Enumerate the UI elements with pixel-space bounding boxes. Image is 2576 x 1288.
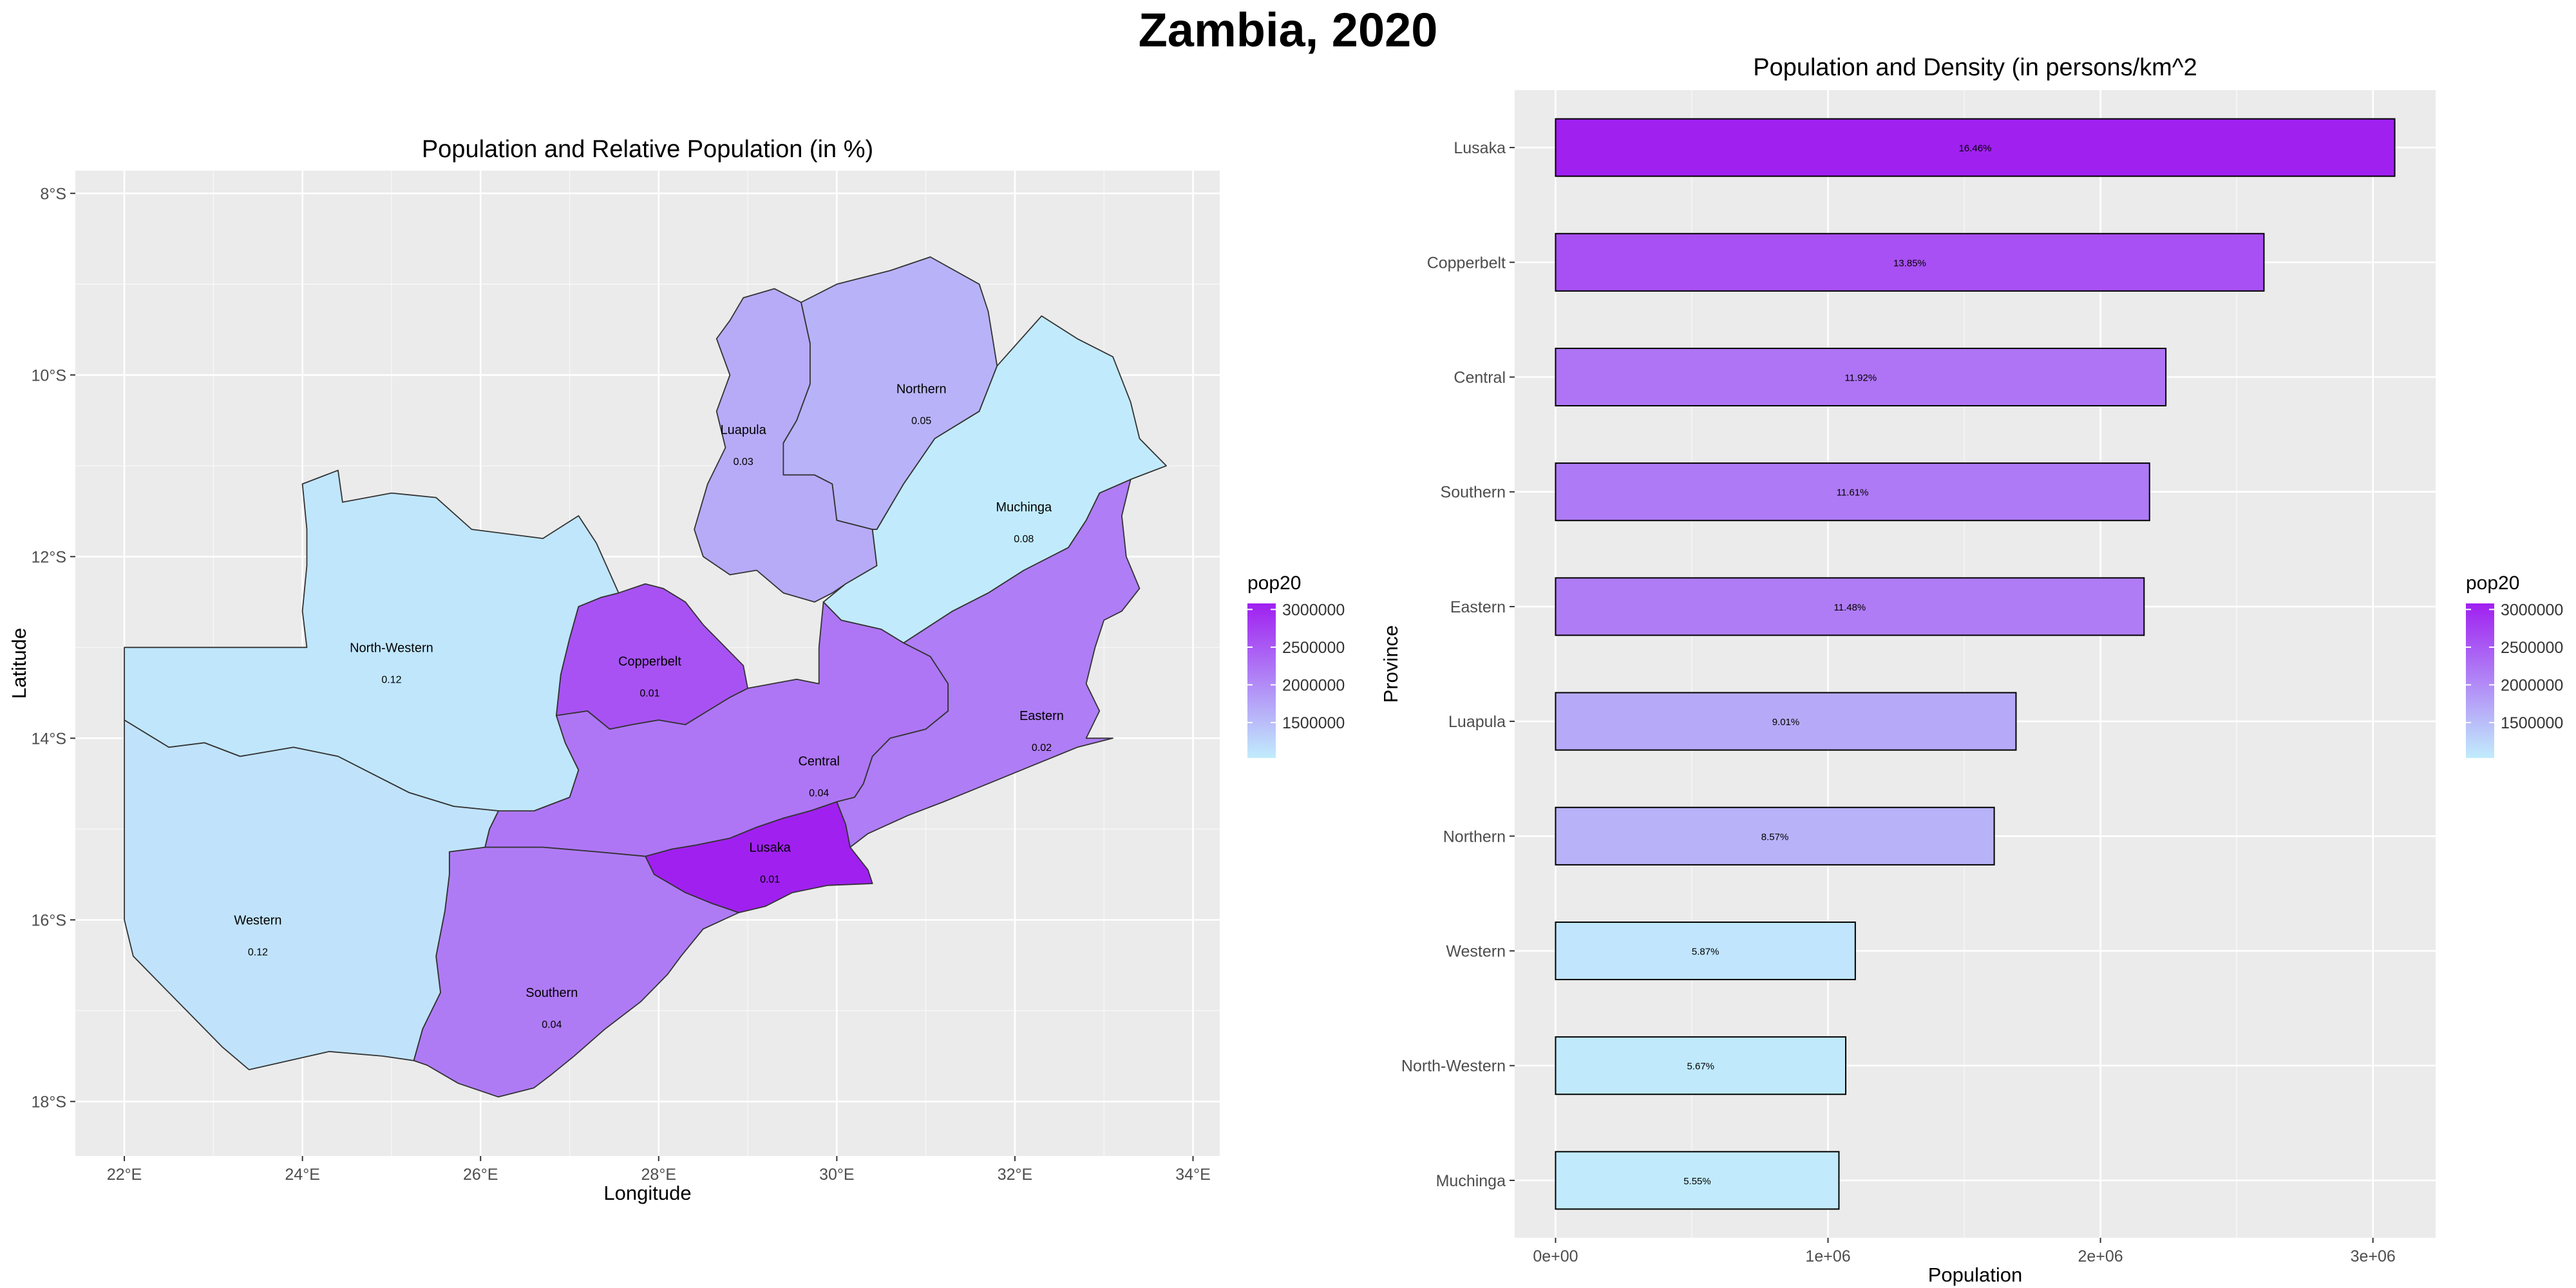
bar-title: Population and Density (in persons/km^2 <box>1753 54 2197 81</box>
bar-x-tick-label: 0e+00 <box>1533 1247 1578 1265</box>
province-name-label: Southern <box>526 986 578 1000</box>
bar-value-label: 11.48% <box>1834 602 1866 613</box>
bar-y-axis-title: Province <box>1379 625 1402 703</box>
province-name-label: Eastern <box>1019 709 1064 723</box>
province-tick-label: Lusaka <box>1454 139 1506 157</box>
bar-value-label: 8.57% <box>1761 831 1789 842</box>
bar-northern <box>1555 806 1995 866</box>
bar-x-tick-label: 3e+06 <box>2351 1247 2396 1265</box>
province-tick-label: North-Western <box>1401 1057 1506 1075</box>
province-tick-label: Western <box>1446 943 1506 961</box>
legend-colorbar <box>2466 603 2494 758</box>
province-name-label: Northern <box>896 382 947 396</box>
bar-central <box>1555 347 2167 407</box>
province-rel-label: 0.03 <box>734 457 753 468</box>
province-name-label: Muchinga <box>996 500 1052 515</box>
province-north-western <box>124 469 620 811</box>
bar-x-tick-label: 1e+06 <box>1805 1247 1850 1265</box>
bar-value-label: 5.67% <box>1687 1061 1714 1072</box>
bar-value-label: 11.92% <box>1844 373 1877 384</box>
bar-value-label: 16.46% <box>1959 143 1992 154</box>
legend-label: 2500000 <box>1282 639 1345 657</box>
y-tick-label: 16°S <box>32 911 66 929</box>
y-tick-label: 14°S <box>32 730 66 748</box>
bar-western <box>1555 921 1856 981</box>
province-muchinga <box>822 315 1167 644</box>
province-rel-label: 0.12 <box>381 674 401 685</box>
bar-value-label: 9.01% <box>1772 717 1800 728</box>
legend-title: pop20 <box>2466 573 2519 594</box>
province-name-label: Lusaka <box>749 841 791 855</box>
province-tick-label: Eastern <box>1450 598 1506 616</box>
province-rel-label: 0.01 <box>760 875 780 886</box>
bar-copperbelt <box>1555 232 2265 292</box>
province-tick-label: Southern <box>1441 484 1506 502</box>
y-tick-label: 8°S <box>40 185 66 203</box>
bar-luapula <box>1555 692 2017 751</box>
province-name-label: North-Western <box>350 641 433 655</box>
x-tick-label: 22°E <box>107 1166 142 1184</box>
legend-title: pop20 <box>1247 573 1301 594</box>
y-tick-label: 12°S <box>32 548 66 566</box>
y-tick-label: 10°S <box>32 366 66 384</box>
legend-label: 2000000 <box>1282 676 1345 694</box>
province-rel-label: 0.04 <box>542 1019 562 1030</box>
map-title: Population and Relative Population (in %… <box>422 136 873 163</box>
legend-colorbar <box>1247 603 1276 758</box>
province-rel-label: 0.04 <box>809 788 829 799</box>
x-tick-label: 28°E <box>641 1166 676 1184</box>
province-rel-label: 0.02 <box>1032 743 1052 753</box>
bar-value-label: 5.55% <box>1683 1176 1711 1187</box>
legend-label: 1500000 <box>2501 714 2563 732</box>
legend-label: 3000000 <box>2501 601 2563 619</box>
bar-value-label: 5.87% <box>1692 947 1719 958</box>
province-western <box>124 719 499 1070</box>
legend-label: 2500000 <box>2501 639 2563 657</box>
bar-muchinga <box>1555 1151 1840 1210</box>
x-tick-label: 24°E <box>285 1166 319 1184</box>
page-title: Zambia, 2020 <box>1138 3 1438 57</box>
x-tick-label: 32°E <box>998 1166 1032 1184</box>
map-x-axis-title: Longitude <box>603 1182 691 1204</box>
province-name-label: Western <box>234 913 281 927</box>
province-tick-label: Northern <box>1443 828 1506 846</box>
province-tick-label: Muchinga <box>1436 1172 1506 1190</box>
province-tick-label: Luapula <box>1448 713 1506 731</box>
legend-label: 3000000 <box>1282 601 1345 619</box>
bar-x-tick-label: 2e+06 <box>2078 1247 2123 1265</box>
bar-southern <box>1555 462 2150 522</box>
province-tick-label: Copperbelt <box>1427 254 1506 272</box>
bar-value-label: 11.61% <box>1837 488 1869 498</box>
x-tick-label: 30°E <box>819 1166 854 1184</box>
province-name-label: Central <box>798 755 839 769</box>
legend-label: 1500000 <box>1282 714 1345 732</box>
bar-value-label: 13.85% <box>1893 258 1926 269</box>
province-tick-label: Central <box>1454 369 1506 387</box>
province-rel-label: 0.08 <box>1014 534 1034 545</box>
x-tick-label: 34°E <box>1175 1166 1210 1184</box>
province-rel-label: 0.01 <box>639 688 659 699</box>
y-tick-label: 18°S <box>32 1093 66 1111</box>
legend-label: 2000000 <box>2501 676 2563 694</box>
x-tick-label: 26°E <box>463 1166 498 1184</box>
bar-north-western <box>1555 1036 1847 1095</box>
map-y-axis-title: Latitude <box>8 628 30 699</box>
province-rel-label: 0.05 <box>911 415 931 426</box>
province-rel-label: 0.12 <box>248 947 268 958</box>
province-name-label: Copperbelt <box>618 655 681 669</box>
bar-eastern <box>1555 577 2145 636</box>
province-name-label: Luapula <box>721 423 767 437</box>
bar-x-axis-title: Population <box>1928 1264 2023 1286</box>
bar-lusaka <box>1555 118 2396 177</box>
